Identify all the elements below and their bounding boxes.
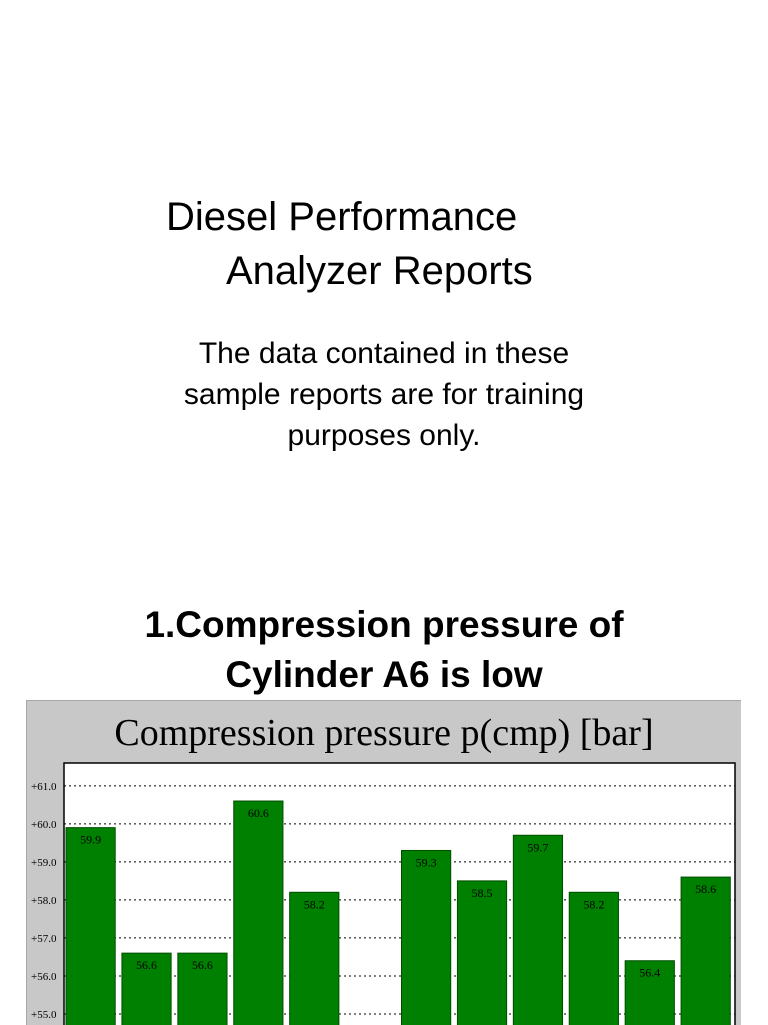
disclaimer-text: The data contained in these sample repor… [0,333,768,456]
bar-cylinder-9 [512,834,564,1025]
bars [65,800,731,1025]
bar-value-label: 59.9 [80,833,101,847]
y-tick-label: +58.0 [31,895,57,907]
bar-value-label: 56.4 [639,966,660,980]
bar-value-label: 58.5 [472,886,493,900]
finding-line-1: 1.Compression pressure of [144,604,624,645]
bar-cylinder-5 [289,891,340,1025]
bar-value-label: 59.3 [416,855,437,869]
y-tick-label: +56.0 [31,971,57,983]
bar-cylinder-8 [456,880,508,1025]
slide-title-line-2: Analyzer Reports [226,249,533,293]
chart-svg: Compression pressure p(cmp) [bar] +55.0+… [31,712,736,1025]
disclaimer-line-3: purposes only. [287,419,481,452]
bar-cylinder-3 [177,952,228,1025]
bar-value-label: 60.6 [248,806,269,820]
bar-value-label: 58.6 [695,882,716,896]
disclaimer-line-1: The data contained in these [198,337,570,370]
bar-cylinder-7 [401,849,452,1025]
y-tick-label: +61.0 [31,781,57,793]
bar-value-label: 56.6 [136,958,157,972]
bar-cylinder-1 [65,827,116,1025]
plot-area [63,762,736,1025]
y-tick-label: +59.0 [31,857,57,869]
chart-title: Compression pressure p(cmp) [bar] [114,712,653,754]
compression-pressure-chart: Compression pressure p(cmp) [bar] +55.0 +… [26,700,741,1025]
bar-value-labels: 59.9 56.6 56.6 60.6 58.2 59.3 58.5 59.7 58.2 56.4… [80,806,716,980]
bar-value-label: 58.2 [583,897,604,911]
finding-line-2: Cylinder A6 is low [225,654,543,695]
bar-cylinder-2 [121,952,172,1025]
y-tick-label: +55.0 [31,1009,57,1021]
slide-title-line-1: Diesel Performance [166,195,518,239]
gridlines [64,785,735,1015]
bar-cylinder-4 [233,800,284,1025]
y-axis-ticks: +55.0 +56.0 +57.0 +58.0 +59.0 +60.0 +61.0 [31,781,57,1021]
slide-title: Diesel Performance Analyzer Reports [0,190,768,298]
bar-cylinder-10 [568,891,619,1025]
finding-heading: 1.Compression pressure of Cylinder A6 is… [0,600,768,700]
bar-value-label: 56.6 [192,958,213,972]
bar-value-label: 58.2 [304,897,325,911]
bar-cylinder-12 [680,876,731,1025]
bar-value-label: 59.7 [527,840,548,854]
y-tick-label: +57.0 [31,933,57,945]
bar-cylinder-11 [624,960,675,1025]
disclaimer-line-2: sample reports are for training [183,378,585,411]
y-tick-label: +60.0 [31,819,57,831]
